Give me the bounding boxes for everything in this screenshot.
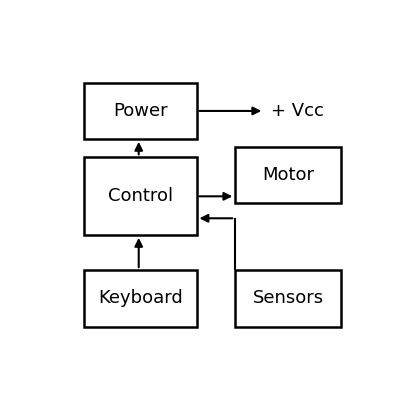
Bar	[84, 157, 197, 235]
Text: Control: Control	[108, 187, 173, 205]
Text: Motor: Motor	[262, 166, 314, 184]
Text: + Vcc: + Vcc	[271, 102, 323, 120]
Text: Power: Power	[113, 102, 168, 120]
Text: Keyboard: Keyboard	[98, 289, 183, 307]
Bar	[84, 83, 197, 139]
Bar	[84, 270, 197, 327]
Bar	[235, 147, 341, 203]
Bar	[235, 270, 341, 327]
Text: Sensors: Sensors	[253, 289, 324, 307]
